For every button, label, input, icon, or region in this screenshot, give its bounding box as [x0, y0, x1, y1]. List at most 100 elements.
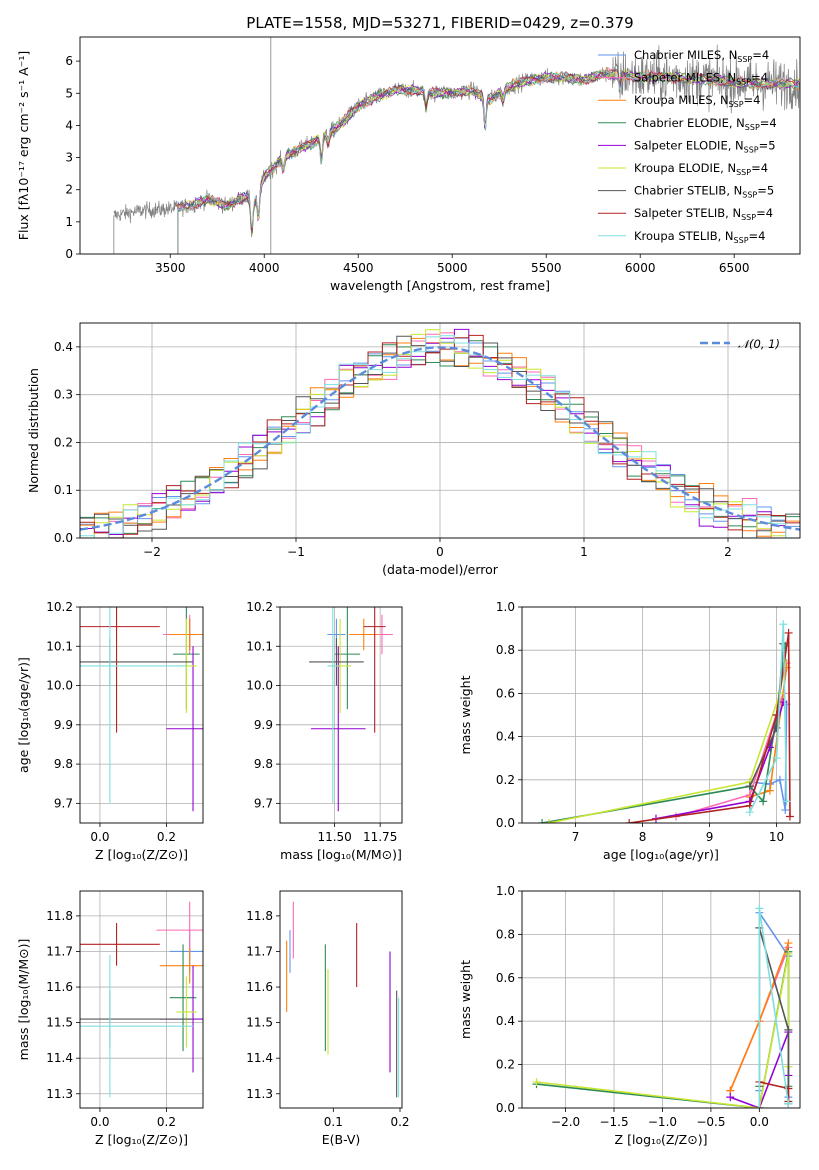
- y-tick-label: 5: [65, 86, 73, 100]
- errorbar-point: [309, 638, 364, 686]
- axes-frame: [279, 606, 403, 824]
- y-tick-label: 1.0: [496, 600, 515, 614]
- legend-label: 𝒩(0, 1): [738, 337, 780, 351]
- x-tick-label: 7: [572, 830, 580, 844]
- y-tick-label: 0.2: [496, 1058, 515, 1072]
- y-tick-label: 3: [65, 151, 73, 165]
- y-tick-label: 10.1: [246, 639, 273, 653]
- y-tick-label: 0.6: [496, 686, 515, 700]
- x-tick-label: 5000: [437, 261, 468, 275]
- series-marker: [755, 1104, 764, 1108]
- plot-area: [286, 901, 400, 1098]
- y-tick-label: 9.7: [54, 796, 73, 810]
- legend-label-sub: SSP: [744, 145, 759, 154]
- y-tick-label: 11.8: [246, 909, 273, 923]
- errorbar-point: [80, 955, 194, 1098]
- legend-label-tail: =4: [749, 229, 766, 243]
- x-tick-label: 3500: [155, 261, 186, 275]
- y-axis-label: Flux [fλ10⁻¹⁷ erg cm⁻² s⁻¹ A⁻¹]: [16, 51, 31, 240]
- errorbar-point: [159, 947, 203, 984]
- y-tick-label: 9.7: [254, 796, 273, 810]
- x-axis-label: mass [log₁₀(M/M⊙)]: [280, 847, 402, 862]
- y-tick-label: 9.8: [254, 757, 273, 771]
- y-tick-label: 10.1: [46, 639, 73, 653]
- errorbar-point: [334, 607, 361, 710]
- legend-label-sub: SSP: [736, 78, 751, 87]
- axes-frame: [79, 890, 204, 1109]
- legend-label-text: Kroupa MILES, N: [634, 93, 729, 107]
- y-tick-label: 0.0: [496, 816, 515, 830]
- histogram-step: [80, 334, 800, 538]
- y-tick-label: 4: [65, 118, 73, 132]
- x-tick-label: 11.50: [317, 830, 351, 844]
- y-tick-label: 10.0: [46, 679, 73, 693]
- y-tick-label: 2: [65, 183, 73, 197]
- x-axis-label: wavelength [Angstrom, rest frame]: [330, 278, 550, 293]
- legend-label: Chabrier STELIB, NSSP=5: [634, 184, 774, 200]
- histogram-step: [80, 329, 800, 538]
- series-marker: [755, 904, 764, 913]
- legend-label-text: Salpeter ELODIE, N: [634, 138, 744, 152]
- y-tick-label: 11.4: [246, 1051, 273, 1065]
- y-tick-label: 0.4: [54, 340, 73, 354]
- legend-label-sub: SSP: [734, 236, 749, 245]
- series-marker: [782, 797, 791, 806]
- x-tick-label: 0.0: [90, 1115, 109, 1129]
- panel-age_vs_mass: 11.50 11.75 9.7 9.8 9.9 10.0 10.1 10.2 mass [log…: [246, 600, 403, 862]
- y-tick-label: 11.6: [46, 980, 73, 994]
- y-tick-label: 0.1: [54, 483, 73, 497]
- plot-area: [113, 37, 800, 254]
- plot-area: [80, 901, 203, 1098]
- legend-label-tail: =5: [757, 184, 774, 198]
- series-line: [536, 953, 790, 1108]
- y-tick-label: 9.9: [54, 718, 73, 732]
- legend-label: Kroupa STELIB, NSSP=4: [634, 229, 765, 245]
- x-tick-label: 4000: [249, 261, 280, 275]
- legend-label-sub: SSP: [742, 191, 757, 200]
- y-tick-label: 0.6: [496, 971, 515, 985]
- series-marker: [784, 628, 793, 637]
- x-tick-label: −1.0: [648, 1115, 677, 1129]
- x-tick-label: 0.2: [390, 1115, 409, 1129]
- series-marker: [726, 1093, 735, 1102]
- legend-label: Salpeter ELODIE, NSSP=5: [634, 138, 776, 154]
- x-tick-label: 4500: [343, 261, 374, 275]
- x-tick-label: 0.0: [90, 830, 109, 844]
- x-tick-label: 0.2: [157, 830, 176, 844]
- histogram-step: [80, 335, 800, 538]
- x-axis-label: Z [log₁₀(Z/Z⊙)]: [615, 1132, 708, 1147]
- y-tick-label: 11.8: [46, 909, 73, 923]
- histogram-step: [80, 340, 800, 535]
- series-marker: [785, 812, 794, 821]
- errorbar-point: [363, 607, 386, 733]
- series-marker: [538, 819, 547, 823]
- y-tick-label: 0.2: [54, 435, 73, 449]
- x-tick-label: 8: [639, 830, 647, 844]
- legend-label: Salpeter STELIB, NSSP=4: [634, 206, 773, 222]
- x-tick-label: 10: [769, 830, 784, 844]
- figure-title: PLATE=1558, MJD=53271, FIBERID=0429, z=0…: [246, 14, 633, 32]
- y-tick-label: 11.3: [46, 1087, 73, 1101]
- y-tick-label: 0.8: [496, 643, 515, 657]
- y-tick-label: 11.4: [46, 1051, 73, 1065]
- x-tick-label: −2: [143, 545, 161, 559]
- plot-area: [532, 904, 793, 1108]
- legend-label: Kroupa ELODIE, NSSP=4: [634, 161, 768, 177]
- legend-label: Chabrier ELODIE, NSSP=4: [634, 116, 777, 132]
- y-axis-label: age [log₁₀(age/yr)]: [16, 657, 31, 773]
- plot-area: [309, 607, 393, 812]
- errorbar-point: [80, 923, 160, 966]
- errorbar-point: [310, 646, 366, 812]
- series-marker: [532, 1077, 541, 1086]
- plot-area: [538, 620, 794, 823]
- legend-label-tail: =4: [760, 116, 777, 130]
- series-line: [749, 624, 788, 813]
- legend-label-sub: SSP: [745, 123, 760, 132]
- x-tick-label: 5500: [531, 261, 562, 275]
- legend-label-text: Kroupa ELODIE, N: [634, 161, 736, 175]
- y-axis-label: mass [log₁₀(M/M⊙)]: [16, 939, 31, 1061]
- axes-frame: [79, 606, 204, 824]
- legend-label-text: Kroupa STELIB, N: [634, 229, 734, 243]
